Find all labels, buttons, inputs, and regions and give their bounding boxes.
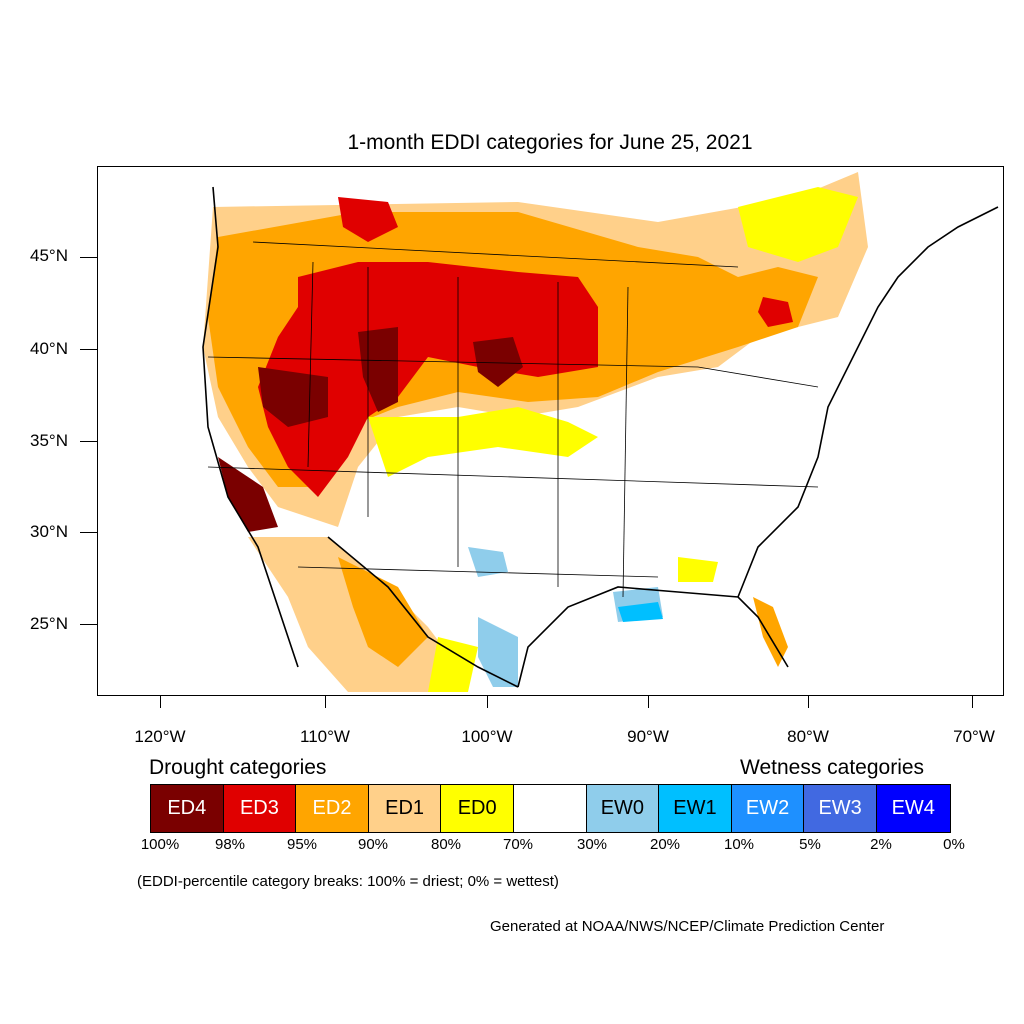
eddi-map [97, 166, 1004, 696]
lon-tick-90 [648, 696, 649, 708]
drought-heading: Drought categories [149, 756, 327, 779]
legend-swatch-ew2: EW2 [731, 785, 805, 832]
lon-label-80: 80°W [787, 727, 829, 746]
lon-tick-70 [972, 696, 973, 708]
pct-label-30: 30% [576, 836, 608, 853]
lon-label-110: 110°W [300, 727, 350, 746]
lon-label-90: 90°W [627, 727, 669, 746]
lat-tick-40 [80, 349, 97, 350]
credit-line: Generated at NOAA/NWS/NCEP/Climate Predi… [490, 918, 885, 935]
legend-swatch-ew0: EW0 [586, 785, 660, 832]
lon-tick-100 [487, 696, 488, 708]
coastline [202, 186, 999, 688]
map-title: 1-month EDDI categories for June 25, 202… [347, 131, 753, 154]
region-ed4-north-plains [473, 337, 523, 387]
pct-label-0: 0% [943, 836, 965, 853]
legend-swatch-ed0: ED0 [441, 785, 514, 832]
map-canvas [198, 167, 999, 692]
legend-swatch-ed4: ED4 [151, 785, 224, 832]
pct-label-100: 100% [140, 836, 180, 853]
legend-swatch-ew3: EW3 [804, 785, 877, 832]
lat-tick-35 [80, 441, 97, 442]
region-ed0-southeast [678, 557, 718, 582]
pct-label-20: 20% [649, 836, 681, 853]
pct-label-70: 70% [502, 836, 534, 853]
lat-tick-30 [80, 532, 97, 533]
lat-label-35: 35°N [30, 431, 68, 450]
region-ed3-ontario [758, 297, 793, 327]
region-florida-ed2 [753, 597, 788, 667]
legend-swatch-ed2: ED2 [296, 785, 369, 832]
lat-label-45: 45°N [30, 246, 68, 265]
lon-tick-120 [160, 696, 161, 708]
pct-label-10: 10% [723, 836, 755, 853]
lat-tick-25 [80, 624, 97, 625]
region-ew0-gulf [478, 617, 518, 687]
category-color-bar: ED4 ED3 ED2 ED1 ED0 EW0 EW1 EW2 EW3 EW4 [150, 784, 951, 833]
pct-label-90: 90% [357, 836, 389, 853]
lat-label-25: 25°N [30, 614, 68, 633]
lon-tick-110 [325, 696, 326, 708]
region-ed4-great-basin [258, 367, 328, 427]
lon-label-120: 120°W [134, 727, 186, 746]
region-ed4-california [218, 457, 278, 532]
legend-swatch-ew4: EW4 [876, 785, 950, 832]
pct-label-98: 98% [214, 836, 246, 853]
pct-label-5: 5% [799, 836, 821, 853]
legend-swatch-ed1: ED1 [368, 785, 442, 832]
region-ed3 [258, 262, 598, 497]
region-ew1-coast [618, 602, 663, 622]
region-ed0-south [368, 407, 598, 477]
pct-label-2: 2% [870, 836, 892, 853]
region-ed3-north [338, 197, 398, 242]
region-ew0-texas [468, 547, 508, 577]
lat-label-40: 40°N [30, 339, 68, 358]
region-ed0-mexico [428, 637, 478, 692]
legend-swatch-ew1: EW1 [659, 785, 732, 832]
lat-tick-45 [80, 257, 97, 258]
region-ed0-northeast [738, 187, 858, 262]
lat-label-30: 30°N [30, 522, 68, 541]
region-mexico-ed2 [338, 557, 428, 667]
state-boundaries [207, 241, 819, 598]
lon-label-70: 70°W [953, 727, 995, 746]
legend-swatch-ed3: ED3 [223, 785, 297, 832]
legend-swatch-neutral [513, 785, 587, 832]
category-breaks-note: (EDDI-percentile category breaks: 100% =… [137, 873, 559, 890]
wetness-heading: Wetness categories [740, 756, 925, 779]
lon-label-100: 100°W [461, 727, 513, 746]
pct-label-80: 80% [430, 836, 462, 853]
pct-label-95: 95% [286, 836, 318, 853]
lon-tick-80 [808, 696, 809, 708]
